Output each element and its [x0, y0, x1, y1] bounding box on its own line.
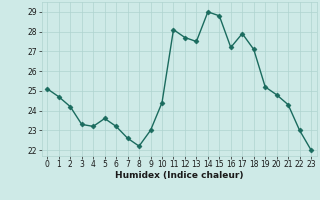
X-axis label: Humidex (Indice chaleur): Humidex (Indice chaleur)	[115, 171, 244, 180]
